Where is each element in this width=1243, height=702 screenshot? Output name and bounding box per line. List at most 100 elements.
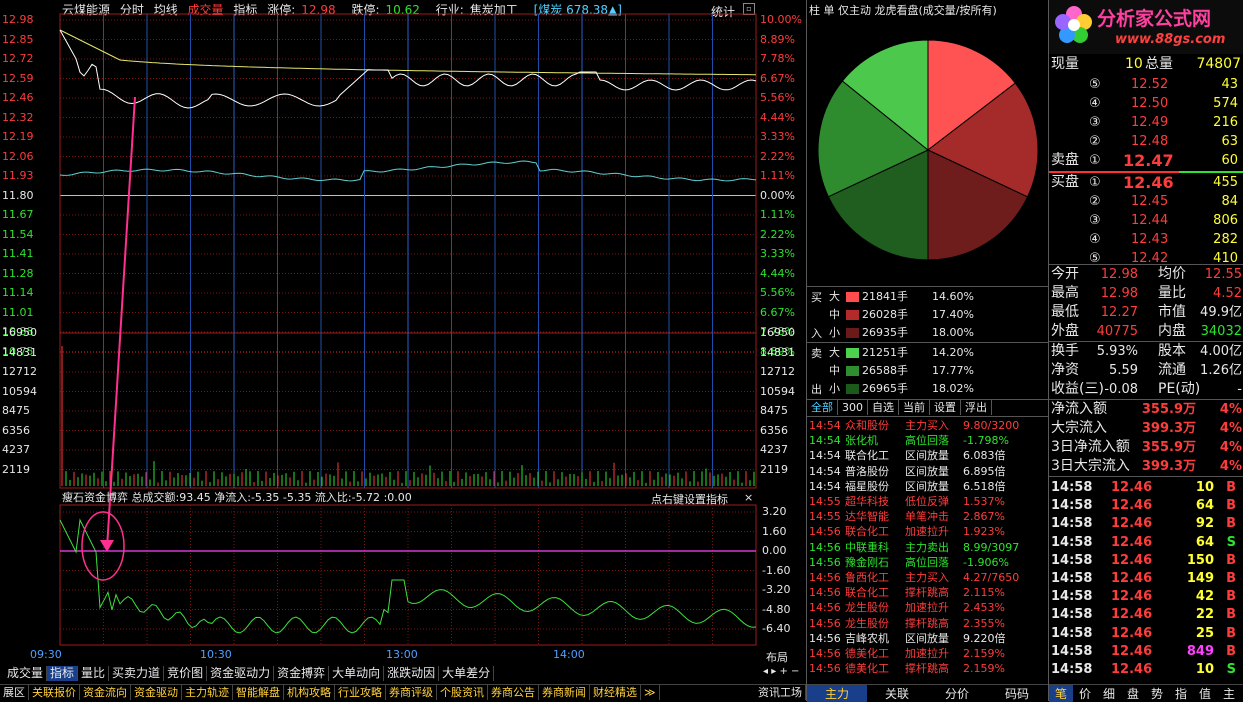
event-row[interactable]: 14:56 吉峰农机 区间放量 9.220倍 bbox=[809, 631, 1043, 646]
event-row[interactable]: 14:56 中联重科 主力卖出 8.99/3097 bbox=[809, 540, 1043, 555]
event-row[interactable]: 14:55 超华科技 低位反弹 1.537% bbox=[809, 494, 1043, 509]
event-row[interactable]: 14:55 达华智能 单笔冲击 2.867% bbox=[809, 509, 1043, 524]
book-row[interactable]: ④ 12.50 574 bbox=[1049, 94, 1243, 113]
flow-value: 355.9万 bbox=[1141, 440, 1196, 455]
mid-bottom-tab[interactable]: 分价 bbox=[944, 687, 969, 701]
filter-tab[interactable]: 全部 bbox=[807, 400, 838, 415]
tab-single[interactable]: 单 bbox=[823, 4, 835, 17]
quote-tab[interactable]: 价 bbox=[1078, 687, 1091, 701]
event-row[interactable]: 14:56 龙生股份 撑杆跳高 2.355% bbox=[809, 616, 1043, 631]
zoom-controls[interactable]: ◂ ▸ + − bbox=[763, 666, 799, 677]
flow-value: 399.3万 bbox=[1141, 459, 1196, 474]
footer-tab[interactable]: 展区 bbox=[0, 685, 29, 700]
filter-tab[interactable]: 自选 bbox=[868, 400, 899, 415]
book-row[interactable]: ⑤ 12.42 410 bbox=[1049, 249, 1243, 268]
stats-button[interactable]: 统计 bbox=[711, 5, 736, 19]
indicator-tab[interactable]: 指标 bbox=[47, 666, 79, 681]
quote-tab[interactable]: 值 bbox=[1198, 687, 1211, 701]
volume-tick-label: 6356 bbox=[2, 423, 30, 437]
event-row[interactable]: 14:56 德美化工 撑杆跳高 2.159% bbox=[809, 661, 1043, 676]
event-row[interactable]: 14:56 豫金刚石 高位回落 -1.906% bbox=[809, 555, 1043, 570]
indicator-tab[interactable]: 竞价图 bbox=[164, 666, 208, 681]
footer-tab[interactable]: 券商评级 bbox=[386, 685, 437, 700]
event-value: 2.453% bbox=[963, 601, 1005, 615]
footer-tab[interactable]: 行业攻略 bbox=[335, 685, 386, 700]
quote-tab[interactable]: 主 bbox=[1222, 687, 1235, 701]
indicator-tab[interactable]: 大单差分 bbox=[439, 666, 495, 681]
footer-tab[interactable]: 智能解盘 bbox=[233, 685, 284, 700]
arrow-left-icon[interactable]: ◂ bbox=[763, 666, 769, 677]
zoom-out-icon[interactable]: − bbox=[791, 666, 800, 677]
side-label: 出 bbox=[811, 383, 822, 396]
event-row[interactable]: 14:56 鲁西化工 主力买入 4.27/7650 bbox=[809, 570, 1043, 585]
indicator-tab[interactable]: 量比 bbox=[78, 666, 110, 681]
zoom-in-icon[interactable]: + bbox=[779, 666, 788, 677]
book-row[interactable]: ④ 12.43 282 bbox=[1049, 230, 1243, 249]
event-stock: 龙生股份 bbox=[845, 616, 889, 630]
mid-bottom-tab[interactable]: 码码 bbox=[1004, 687, 1029, 701]
footer-tab[interactable]: 券商新闻 bbox=[539, 685, 590, 700]
book-row[interactable]: ⑤ 12.52 43 bbox=[1049, 75, 1243, 94]
tab-column[interactable]: 柱 bbox=[809, 4, 820, 17]
event-type: 加速拉升 bbox=[905, 647, 949, 660]
book-row[interactable]: ② 12.45 84 bbox=[1049, 192, 1243, 211]
quote-tab[interactable]: 指 bbox=[1174, 687, 1187, 701]
event-row[interactable]: 14:56 龙生股份 加速拉升 2.453% bbox=[809, 600, 1043, 615]
indicator-tab[interactable]: 大单动向 bbox=[329, 666, 385, 681]
indicator-tab[interactable]: 成交量 bbox=[4, 666, 48, 681]
tab-active-only[interactable]: 仅主动 bbox=[838, 4, 871, 17]
event-row[interactable]: 14:54 联合化工 区间放量 6.083倍 bbox=[809, 448, 1043, 463]
book-row[interactable]: 卖盘 ① 12.47 60 bbox=[1049, 151, 1243, 170]
footer-tab[interactable]: 机构攻略 bbox=[284, 685, 335, 700]
book-row[interactable]: ② 12.48 63 bbox=[1049, 132, 1243, 151]
arrow-right-icon[interactable]: ▸ bbox=[771, 666, 777, 677]
footer-tab[interactable]: 主力轨迹 bbox=[182, 685, 233, 700]
event-row[interactable]: 14:54 张化机 高位回落 -1.798% bbox=[809, 433, 1043, 448]
event-row[interactable]: 14:54 众和股份 主力买入 9.80/3200 bbox=[809, 418, 1043, 433]
intraday-chart-panel[interactable]: 云煤能源 分时 均线 成交量 指标 涨停: 12.98 跌停: 10.62 行业: 焦… bbox=[0, 0, 806, 681]
stat-row: 最高 12.98 量比 4.52 bbox=[1049, 284, 1243, 303]
indicator-tab[interactable]: 买卖力道 bbox=[109, 666, 165, 681]
footer-tab[interactable]: 关联报价 bbox=[29, 685, 80, 700]
filter-tab[interactable]: 设置 bbox=[930, 400, 961, 415]
filter-tab[interactable]: 300 bbox=[838, 400, 868, 415]
event-type: 区间放量 bbox=[905, 449, 949, 463]
event-value: 2.159% bbox=[963, 647, 1005, 660]
footer-tab[interactable]: 券商公告 bbox=[488, 685, 539, 700]
footer-tab[interactable]: 资金流向 bbox=[80, 685, 131, 700]
percent-tick-label: 1.11% bbox=[760, 169, 795, 182]
footer-tab[interactable]: 财经精选 bbox=[590, 685, 641, 700]
indicator-title[interactable]: 瘦石资金博弈 bbox=[62, 491, 128, 504]
filter-tab[interactable]: 当前 bbox=[899, 400, 930, 415]
quote-tab[interactable]: 笔 bbox=[1049, 685, 1073, 702]
book-row[interactable]: ③ 12.44 806 bbox=[1049, 211, 1243, 230]
event-row[interactable]: 14:56 德美化工 加速拉升 2.159% bbox=[809, 646, 1043, 661]
event-row[interactable]: 14:56 联合化工 加速拉升 1.923% bbox=[809, 524, 1043, 539]
event-row[interactable]: 14:56 联合化工 撑杆跳高 2.115% bbox=[809, 585, 1043, 600]
mid-bottom-tab[interactable]: 关联 bbox=[884, 687, 909, 701]
indicator-tab[interactable]: 资金搏弈 bbox=[274, 666, 330, 681]
book-row[interactable]: ③ 12.49 216 bbox=[1049, 113, 1243, 132]
filter-tab[interactable]: 浮出 bbox=[961, 400, 992, 415]
mid-bottom-tab[interactable]: 主力 bbox=[807, 685, 867, 702]
event-row[interactable]: 14:54 普洛股份 区间放量 6.895倍 bbox=[809, 464, 1043, 479]
indicator-tab[interactable]: 资金驱动力 bbox=[207, 666, 275, 681]
event-row[interactable]: 14:54 福星股份 区间放量 6.518倍 bbox=[809, 479, 1043, 494]
indicator-tab[interactable]: 涨跌动因 bbox=[384, 666, 440, 681]
quote-tab[interactable]: 势 bbox=[1150, 687, 1163, 701]
quote-tab[interactable]: 细 bbox=[1102, 687, 1115, 701]
book-row[interactable]: 买盘 ① 12.46 455 bbox=[1049, 173, 1243, 192]
pie-slice bbox=[841, 39, 929, 152]
footer-tab[interactable]: 资讯工场 bbox=[755, 685, 806, 700]
close-icon[interactable]: × bbox=[744, 491, 754, 504]
footer-tab[interactable]: 资金驱动 bbox=[131, 685, 182, 700]
indicator-settings-hint[interactable]: 点右键设置指标 bbox=[651, 493, 728, 506]
footer-tab[interactable]: 个股资讯 bbox=[437, 685, 488, 700]
tick-row: 14:58 12.46 22 B bbox=[1049, 606, 1243, 624]
layout-button[interactable]: 布局 bbox=[766, 651, 788, 664]
tick-volume: 64 bbox=[1195, 534, 1214, 550]
tab-dragon-tiger[interactable]: 龙虎看盘(成交量/按所有) bbox=[874, 4, 997, 17]
quote-tab[interactable]: 盘 bbox=[1126, 687, 1139, 701]
price-tick-label: 11.14 bbox=[2, 286, 34, 299]
footer-tab[interactable]: ≫ bbox=[641, 685, 660, 700]
